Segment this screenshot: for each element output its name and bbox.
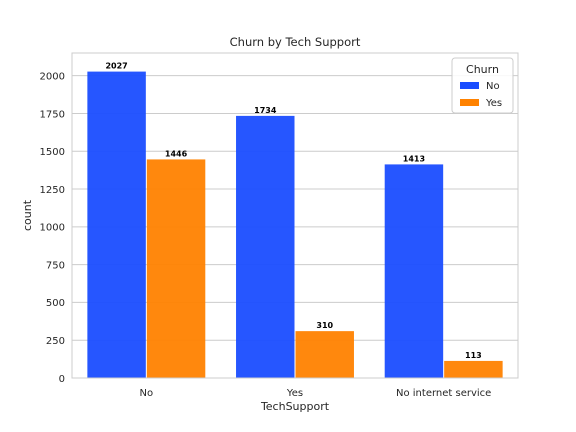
x-tick-label: No (140, 388, 154, 399)
legend-title: Churn (466, 63, 499, 76)
y-tick-label: 1500 (40, 147, 65, 158)
y-tick-label: 2000 (40, 71, 65, 82)
bar-no-2 (384, 164, 444, 378)
data-label: 113 (465, 351, 482, 360)
y-tick-label: 500 (46, 298, 65, 309)
legend-label: Yes (485, 98, 502, 109)
legend-swatch-yes (460, 99, 479, 106)
x-tick-labels: No Yes No internet service (140, 388, 492, 399)
x-tick-label: Yes (286, 388, 303, 399)
data-label: 1446 (165, 149, 188, 158)
bar-no-0 (87, 71, 146, 379)
data-label: 1734 (254, 106, 277, 115)
plot-frame (71, 52, 519, 379)
y-tick-label: 750 (46, 260, 65, 271)
bar-yes-0 (146, 159, 206, 378)
y-tick-labels: 0 250 500 750 1000 1250 1500 1750 2000 (40, 71, 65, 384)
gridlines (72, 75, 518, 379)
x-tick-label: No internet service (396, 388, 491, 399)
x-axis-label: TechSupport (260, 400, 330, 413)
data-labels: 2027 1446 1734 310 1413 113 (105, 62, 481, 360)
y-axis-label: count (21, 199, 34, 231)
y-tick-label: 1250 (40, 185, 65, 196)
chart-title: Churn by Tech Support (230, 35, 361, 49)
bar-no-1 (236, 115, 295, 378)
data-label: 310 (316, 321, 333, 330)
y-tick-label: 250 (46, 336, 65, 347)
bar-yes-2 (444, 360, 503, 378)
y-tick-label: 0 (59, 374, 65, 385)
y-tick-label: 1000 (40, 223, 65, 234)
data-label: 1413 (403, 154, 425, 163)
legend-label: No (486, 81, 500, 92)
legend-items: No Yes (460, 81, 502, 109)
y-tick-label: 1750 (40, 109, 65, 120)
data-label: 2027 (105, 62, 127, 71)
legend-swatch-no (460, 82, 479, 89)
legend: Churn No Yes (451, 57, 514, 114)
bar-yes-1 (295, 331, 354, 378)
bars (87, 71, 503, 379)
